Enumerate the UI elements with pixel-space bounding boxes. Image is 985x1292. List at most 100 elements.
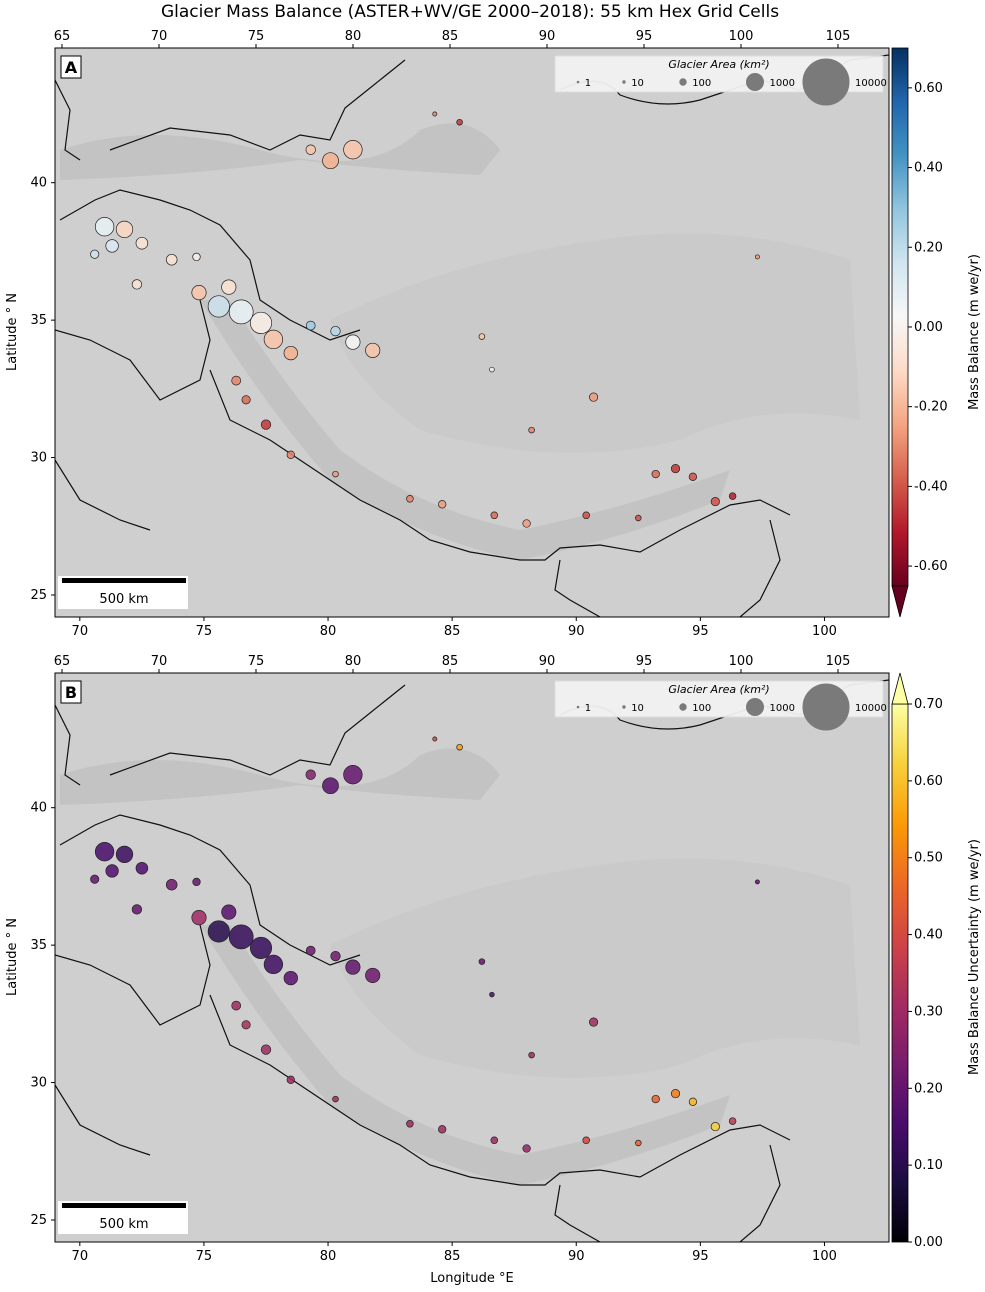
glacier-cell-a-10 — [249, 311, 273, 334]
top-tick-label-b-80: 80 — [345, 654, 362, 669]
colorbar-tick-label-b-0: 0.70 — [914, 697, 943, 712]
left-tick-label-a-40: 40 — [30, 176, 47, 191]
panel-a-glacier-cells — [90, 111, 760, 528]
panel-a-ylabel: Latitude ° N — [5, 293, 20, 371]
panel-b-legend-title: Glacier Area (km²) — [668, 683, 769, 696]
glacier-cell-a-39 — [688, 472, 698, 481]
panel-a-legend-entries: 1 10 100 1000 10000 — [576, 58, 887, 106]
panel-a-himalaya-shading — [200, 300, 730, 560]
panel-a-colorbar-extend — [891, 585, 909, 618]
colorbar-tick-label-a-2: 0.20 — [914, 240, 943, 255]
top-tick-label-b-85: 85 — [442, 654, 459, 669]
glacier-cell-b-0 — [94, 842, 115, 862]
legend-marker-b-1 — [576, 705, 580, 709]
glacier-cell-b-15 — [345, 959, 361, 975]
glacier-cell-b-34 — [635, 1139, 642, 1147]
panel-a-mountain-shading — [60, 123, 500, 180]
bottom-tick-label-b-70: 70 — [72, 1249, 89, 1264]
glacier-cell-b-28 — [332, 1095, 339, 1103]
top-tick-label-a-65: 65 — [54, 29, 71, 44]
glacier-cell-b-38 — [670, 1089, 681, 1099]
panel-a-colorbar-ticks: 0.60 0.40 0.20 0.00 -0.20 -0.40 -0.60 — [908, 81, 948, 574]
glacier-cell-b-17 — [330, 950, 341, 962]
glacier-cell-b-33 — [582, 1136, 590, 1145]
panel-b-border-east — [554, 1144, 781, 1242]
glacier-cell-b-39 — [688, 1097, 698, 1106]
legend-label-b-10: 10 — [631, 703, 644, 714]
panel-b-label: B — [65, 683, 77, 702]
glacier-cell-b-43 — [489, 991, 495, 998]
glacier-cell-b-31 — [490, 1136, 499, 1145]
glacier-cell-a-38 — [670, 464, 681, 474]
bottom-tick-label-b-80: 80 — [320, 1249, 337, 1264]
glacier-cell-b-8 — [207, 920, 230, 943]
glacier-cell-b-42 — [478, 958, 486, 965]
panel-b-himalaya-shading — [200, 925, 730, 1185]
glacier-cell-b-37 — [651, 1094, 660, 1104]
top-tick-label-b-65: 65 — [54, 654, 71, 669]
glacier-cell-b-9 — [228, 924, 254, 950]
legend-label-a-10: 10 — [631, 78, 644, 89]
bottom-tick-label-b-90: 90 — [568, 1249, 585, 1264]
legend-label-a-100: 100 — [692, 78, 711, 89]
panel-b-border-west — [55, 704, 211, 1156]
left-tick-label-a-25: 25 — [30, 588, 47, 603]
glacier-cell-b-32 — [522, 1144, 531, 1153]
top-tick-label-a-100: 100 — [729, 29, 754, 44]
legend-marker-a-10000 — [802, 58, 850, 106]
glacier-cell-b-19 — [343, 765, 363, 785]
legend-marker-b-100 — [679, 703, 687, 711]
glacier-cell-b-3 — [105, 864, 119, 878]
glacier-cell-a-33 — [582, 511, 590, 520]
panel-a-border-east — [554, 519, 781, 617]
glacier-cell-a-7 — [131, 279, 143, 290]
panel-a-border-south — [209, 369, 791, 561]
glacier-cell-b-22 — [456, 743, 463, 751]
glacier-cell-b-41 — [728, 1117, 737, 1125]
panel-b-legend-entries: 1 10 100 1000 10000 — [576, 683, 887, 731]
glacier-cell-a-40 — [710, 497, 720, 507]
glacier-cell-b-4 — [90, 874, 100, 884]
panel-b-glacier-cells — [90, 736, 760, 1153]
glacier-cell-a-19 — [343, 140, 363, 160]
colorbar-tick-label-a-3: 0.00 — [914, 320, 943, 335]
colorbar-tick-label-a-4: -0.20 — [914, 400, 948, 415]
glacier-cell-b-35 — [589, 1017, 599, 1027]
bottom-tick-label-b-85: 85 — [444, 1249, 461, 1264]
glacier-cell-a-23 — [432, 111, 438, 117]
glacier-cell-a-14 — [283, 345, 298, 361]
bottom-tick-label-b-100: 100 — [812, 1249, 837, 1264]
glacier-cell-b-27 — [286, 1075, 295, 1084]
panel-a-legend: Glacier Area (km²) 1 10 100 1000 10000 — [554, 55, 887, 106]
legend-marker-a-1000 — [746, 73, 764, 91]
panel-b-bottom-ticks: 70 75 80 85 90 95 100 — [72, 1242, 837, 1264]
left-tick-label-b-25: 25 — [30, 1213, 47, 1228]
panel-a-frame — [54, 47, 890, 618]
top-tick-label-b-95: 95 — [636, 654, 653, 669]
glacier-cell-b-23 — [432, 736, 438, 742]
bottom-tick-label-a-100: 100 — [812, 624, 837, 639]
glacier-cell-b-24 — [260, 1044, 272, 1055]
top-tick-label-b-70: 70 — [151, 654, 168, 669]
glacier-cell-a-16 — [365, 342, 381, 358]
bottom-tick-label-a-80: 80 — [320, 624, 337, 639]
glacier-cell-b-26 — [231, 1000, 242, 1011]
glacier-cell-a-34 — [635, 514, 642, 522]
glacier-cell-b-2 — [135, 861, 149, 875]
glacier-cell-a-29 — [406, 495, 414, 503]
bottom-tick-label-a-70: 70 — [72, 624, 89, 639]
panel-a-bottom-ticks: 70 75 80 85 90 95 100 — [72, 617, 837, 639]
glacier-cell-a-5 — [165, 253, 178, 266]
glacier-cell-b-1 — [115, 845, 134, 864]
glacier-cell-b-30 — [438, 1125, 447, 1134]
top-tick-label-a-95: 95 — [636, 29, 653, 44]
legend-label-b-1000: 1000 — [770, 703, 795, 714]
glacier-cell-a-35 — [589, 392, 599, 402]
glacier-cell-a-44 — [754, 254, 760, 260]
panel-b-colorbar-ramp — [891, 703, 909, 1243]
bottom-tick-label-a-85: 85 — [444, 624, 461, 639]
glacier-cell-a-27 — [286, 450, 295, 459]
glacier-cell-b-16 — [365, 967, 381, 983]
panel-b-colorbar: 0.70 0.60 0.50 0.40 0.30 0.20 0.10 0.00 Mass Ba… — [891, 672, 982, 1250]
panel-a-border-north — [109, 59, 406, 151]
